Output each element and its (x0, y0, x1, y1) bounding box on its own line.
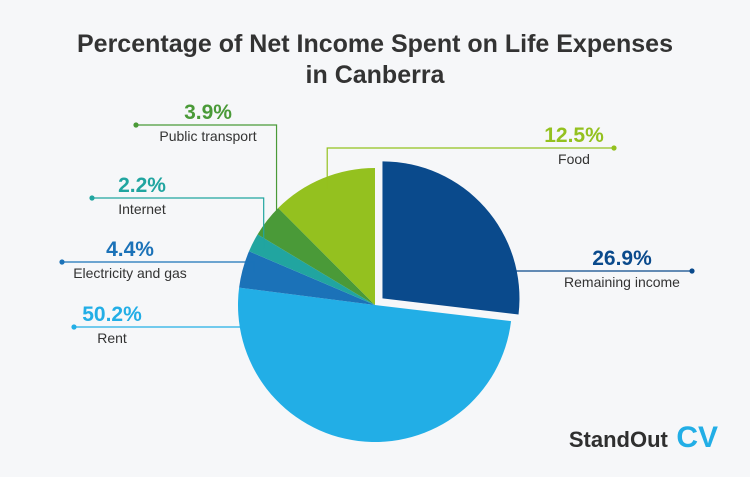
data-label-value-rent: 50.2% (82, 303, 142, 326)
pie-slice-rent (237, 287, 512, 443)
data-label-value-internet: 2.2% (118, 174, 166, 197)
leader-line-internet (92, 197, 265, 249)
data-label-category-rent: Rent (97, 330, 127, 346)
leader-lines (59, 122, 695, 430)
leader-dot-public-transport (133, 122, 139, 128)
pie-slices (237, 161, 520, 443)
leader-line-rent (74, 326, 361, 430)
brand-logo: StandOut CV (569, 421, 718, 454)
slice-labels: 26.9% Remaining income 50.2% Rent 4.4% Electr… (73, 101, 680, 346)
pie-slice-internet (248, 234, 375, 305)
pie-slice-public-transport (257, 208, 375, 305)
brand-name-part2: CV (676, 421, 718, 454)
chart-title-line-1: Percentage of Net Income Spent on Life E… (77, 30, 673, 58)
data-label-category-electricity-and-gas: Electricity and gas (73, 265, 187, 281)
leader-line-food (326, 147, 614, 190)
data-label-category-remaining-income: Remaining income (564, 274, 680, 290)
data-label-value-public-transport: 3.9% (184, 101, 232, 124)
leader-dot-remaining-income (689, 268, 695, 274)
leader-line-public-transport (136, 124, 278, 228)
leader-line-electricity-and-gas (62, 261, 255, 273)
leader-dot-food (611, 145, 617, 151)
pie-slice-food (278, 168, 375, 305)
leader-line-remaining-income (475, 215, 692, 272)
data-label-category-food: Food (558, 151, 590, 167)
data-label-value-electricity-and-gas: 4.4% (106, 238, 154, 261)
brand-name-part1: StandOut (569, 427, 669, 452)
data-label-category-public-transport: Public transport (159, 128, 256, 144)
pie-slice-remaining-income (382, 161, 520, 315)
brand-logo-text: StandOut CV (569, 421, 718, 454)
leader-dot-electricity-and-gas (59, 259, 65, 265)
data-label-value-remaining-income: 26.9% (592, 247, 652, 270)
leader-dot-internet (89, 195, 95, 201)
data-label-category-internet: Internet (118, 201, 166, 217)
chart-title-line-2: in Canberra (306, 61, 446, 89)
leader-dot-rent (71, 324, 77, 330)
pie-slice-electricity-and-gas (239, 251, 375, 305)
data-label-value-food: 12.5% (544, 124, 604, 147)
